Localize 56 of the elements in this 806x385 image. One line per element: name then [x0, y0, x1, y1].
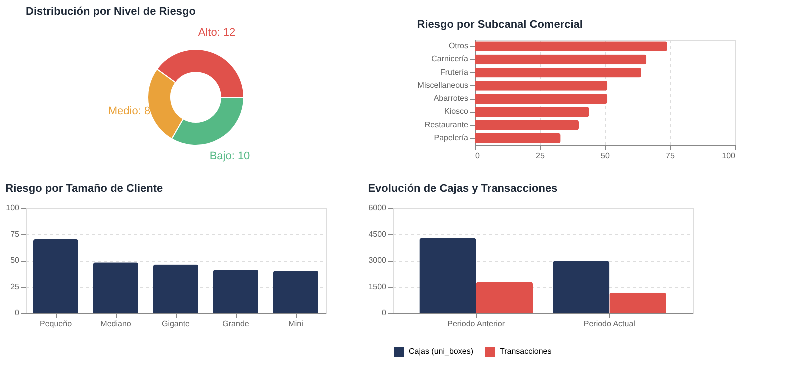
x-tick-label: Mediano	[100, 320, 132, 328]
y-tick-label: Kiosco	[444, 107, 470, 116]
chart-title: Riesgo por Tamaño de Cliente	[6, 183, 164, 195]
y-tick-label: 100	[6, 204, 20, 212]
y-tick-label: 50	[10, 256, 20, 265]
x-tick-label: Periodo Actual	[584, 320, 636, 328]
bar	[476, 282, 533, 313]
bar	[34, 240, 78, 313]
chart-title: Distribución por Nivel de Riesgo	[26, 6, 196, 18]
y-tick-label: 25	[10, 282, 20, 292]
chart-title: Riesgo por Subcanal Comercial	[417, 19, 583, 31]
x-tick-label: 50	[601, 152, 610, 160]
y-tick-label: Restaurante	[424, 120, 470, 130]
x-tick-label: Pequeño	[40, 320, 73, 328]
x-tick-label: Mini	[288, 320, 304, 328]
x-tick-label: Periodo Anterior	[448, 320, 506, 328]
y-tick-label: Otros	[448, 42, 468, 51]
y-tick-label: 0	[15, 308, 20, 318]
y-tick-label: Carnicería	[432, 54, 470, 64]
chart-title: Evolución de Cajas y Transacciones	[368, 183, 558, 195]
bar	[475, 134, 561, 144]
bar	[420, 238, 476, 313]
x-tick-label: Gigante	[162, 320, 191, 328]
bar	[475, 54, 647, 65]
legend-label: Cajas (uni_boxes)	[409, 347, 474, 356]
y-tick-label: 75	[10, 230, 20, 239]
y-tick-label: Frutería	[440, 68, 470, 77]
y-tick-label: 3000	[368, 256, 388, 265]
bar	[475, 120, 579, 130]
y-tick-label: 0	[382, 308, 388, 318]
y-tick-label: 1500	[368, 282, 388, 292]
x-tick-label: 0	[476, 152, 480, 160]
x-tick-label: 100	[722, 152, 736, 160]
y-tick-label: Papelería	[434, 133, 470, 142]
bar	[274, 271, 318, 313]
bar	[475, 94, 608, 104]
x-tick-label: 75	[666, 152, 676, 160]
bar	[154, 264, 198, 313]
bar	[475, 81, 608, 91]
slice-label: Medio: 8	[108, 106, 151, 118]
bar	[94, 262, 138, 313]
slice-label: Bajo: 10	[210, 150, 250, 162]
bar	[475, 42, 668, 52]
bar	[610, 292, 666, 313]
legend-label: Transacciones	[500, 347, 552, 356]
bar	[475, 68, 642, 78]
bar	[475, 107, 590, 118]
x-tick-label: Grande	[222, 320, 250, 328]
y-tick-label: Miscellaneous	[418, 80, 468, 90]
bar	[553, 261, 610, 313]
bar	[214, 270, 258, 313]
y-tick-label: 4500	[368, 230, 388, 239]
y-tick-label: 6000	[368, 204, 388, 212]
y-tick-label: Abarrotes	[434, 94, 468, 104]
slice-label: Alto: 12	[198, 26, 236, 39]
x-tick-label: 25	[536, 152, 546, 160]
